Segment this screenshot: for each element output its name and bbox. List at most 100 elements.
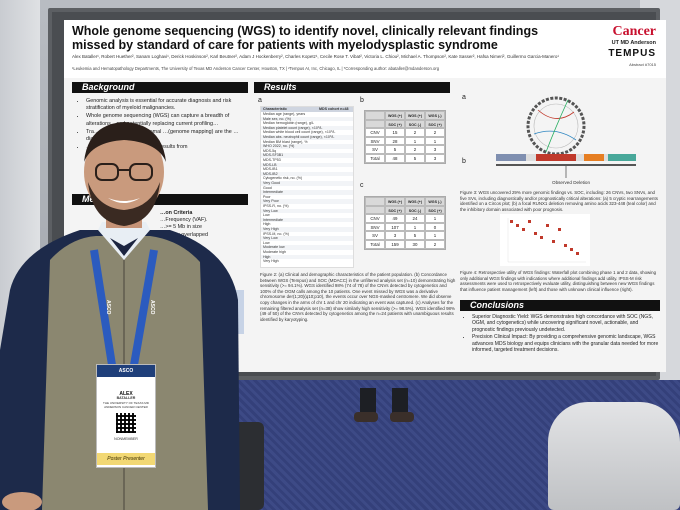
concordance-cell: 2 [425, 240, 445, 249]
table-row: Very Low [261, 236, 353, 241]
table-cell: Moderate high [263, 250, 286, 254]
observed-deletion-label: Observed Deletion [552, 180, 591, 185]
conference-badge: ASCO ALEX BATALLER THE UNIVERSITY OF TEX… [96, 364, 156, 468]
table-row: IPSS-R, no. (%) [261, 204, 353, 209]
concordance-cell: SNV [365, 136, 385, 146]
waterfall-plot [500, 214, 590, 266]
table-row: High [261, 222, 353, 227]
poster-presenter-ribbon: Poster Presenter [97, 453, 155, 465]
concordance-cell: WGS (+) [405, 111, 425, 120]
concordance-cell [365, 205, 385, 215]
badge-qr-code-icon [116, 413, 136, 433]
conclusion-bullet: Precision Clinical Impact: By providing … [472, 334, 660, 353]
lanyard-text: ASCO [149, 300, 155, 315]
concordance-cell: 159 [385, 240, 405, 249]
table-row: Median abs. neutrophil count (range), ×1… [261, 135, 353, 140]
concordance-cell: Total [365, 240, 385, 249]
background-bullet: Genomic analysis is essential for accura… [86, 98, 248, 112]
table-cell: MDS-IB2 [263, 171, 278, 176]
table-cell: IPSS-R, no. (%) [263, 204, 289, 208]
table-cell: High [263, 254, 271, 259]
results-heading: Results [254, 82, 450, 93]
concordance-cell: 1 [425, 136, 445, 146]
table-header-characteristic: Characteristic [263, 107, 287, 111]
concordance-cell: 15 [385, 128, 405, 137]
concordance-cell: 5 [385, 145, 405, 154]
concordance-cell: SOC (+) [425, 205, 445, 215]
concordance-cell [365, 119, 385, 129]
table-cell: Very Good [263, 181, 280, 185]
badge-first-name: ALEX [119, 391, 133, 397]
table-cell: Cytogenetic risk, no. (%) [263, 176, 303, 181]
concordance-cell: 0 [425, 222, 445, 232]
concordance-cell: Total [365, 154, 385, 163]
concordance-cell: WGS (+) [385, 111, 405, 120]
tempus-logo: TEMPUS [608, 48, 656, 59]
concordance-cell: CNV [365, 214, 385, 223]
concordance-cell: CNV [365, 128, 385, 137]
table-cell: MDS-IB1 [263, 167, 278, 172]
table-cell: Moderate low [263, 245, 285, 250]
table-row: Very High [261, 227, 353, 232]
methods-line: …Frequency (VAF). [160, 217, 208, 224]
leg [392, 388, 408, 418]
institution-logos: Cancer UT MD Anderson TEMPUS Abstract #7… [556, 24, 660, 68]
table-row: Median platelet count (range), ×10⁹/L [261, 125, 353, 131]
concordance-cell: WGS (-) [425, 111, 445, 120]
panel-label-a: a [258, 97, 262, 104]
concordance-cell: SOC (+) [425, 119, 445, 129]
table-row: Male sex, no. (%) [261, 116, 353, 122]
background-bullet: Whole genome sequencing (WGS) can captur… [86, 113, 248, 127]
concordance-cell: 5 [405, 154, 425, 163]
table-cell: Very Low [263, 236, 278, 241]
concordance-cell: SOC (-) [405, 205, 425, 215]
table-cell: Very Low [263, 208, 278, 213]
figure4-caption: Figure 4: Retrospective utility of WGS f… [460, 270, 657, 292]
leg [360, 388, 376, 418]
table-row: Intermediate [261, 217, 353, 223]
table-cell: MDS-LB [263, 162, 277, 167]
table-row: MDS-IB1 [261, 167, 353, 172]
poster-authors: Alex Bataller¹, Robert Huether², Sanam L… [72, 54, 559, 59]
methods-line: …if they overlapped [160, 231, 208, 238]
badge-surname: BATALLER [116, 396, 136, 400]
poster-header: Whole genome sequencing (WGS) to identif… [64, 20, 666, 78]
concordance-cell: 3 [385, 231, 405, 240]
methods-line: …on Criteria [160, 210, 193, 216]
table-cell: MDS-SF3B1 [263, 153, 284, 158]
white-chair [548, 402, 680, 510]
table-row: MDS-IB2 [261, 171, 353, 177]
concordance-cell: 1 [425, 214, 445, 223]
conclusions-text: Superior Diagnostic Yield: WGS demonstra… [464, 314, 660, 354]
concordance-cell: 2 [405, 128, 425, 137]
table-row: Median BM blast (range), % [261, 140, 353, 145]
table-row: Poor [261, 195, 353, 200]
table-cell: Very High [263, 259, 279, 264]
table-row: Cytogenetic risk, no. (%) [261, 176, 353, 181]
table-row: Low [261, 241, 353, 246]
concordance-cell: WGS (-) [425, 197, 445, 206]
concordance-cell: 24 [405, 214, 425, 223]
table-row: Very Good [261, 181, 353, 186]
badge-role: NONMEMBER [114, 437, 138, 441]
concordance-cell: SNV [365, 222, 385, 232]
table-cell: Low [263, 213, 270, 218]
table-cell: Poor [263, 194, 271, 199]
concordance-cell: SOC (-) [405, 119, 425, 129]
table-cell: MDS-TP53 [263, 158, 281, 162]
table-row: Very Low [261, 208, 353, 214]
concordance-table-c: WGS (+) WGS (+) WGS (-) SOC (+) SOC (-) SOC (… [364, 196, 446, 250]
concordance-cell: 2 [405, 145, 425, 154]
poster-title: Whole genome sequencing (WGS) to identif… [72, 24, 539, 52]
methods-line: …>= 5 Mb in size [160, 224, 202, 231]
concordance-cell: 48 [385, 154, 405, 163]
shoe [354, 412, 378, 422]
table-row: High [261, 254, 353, 260]
table-row: Very High [261, 259, 353, 264]
concordance-cell: 1 [405, 222, 425, 232]
table-row: Very Poor [261, 199, 353, 204]
circos-plot [526, 96, 586, 156]
concordance-cell: SV [365, 145, 385, 154]
table-row: Moderate high [261, 250, 353, 255]
badge-header: ASCO [97, 365, 155, 377]
